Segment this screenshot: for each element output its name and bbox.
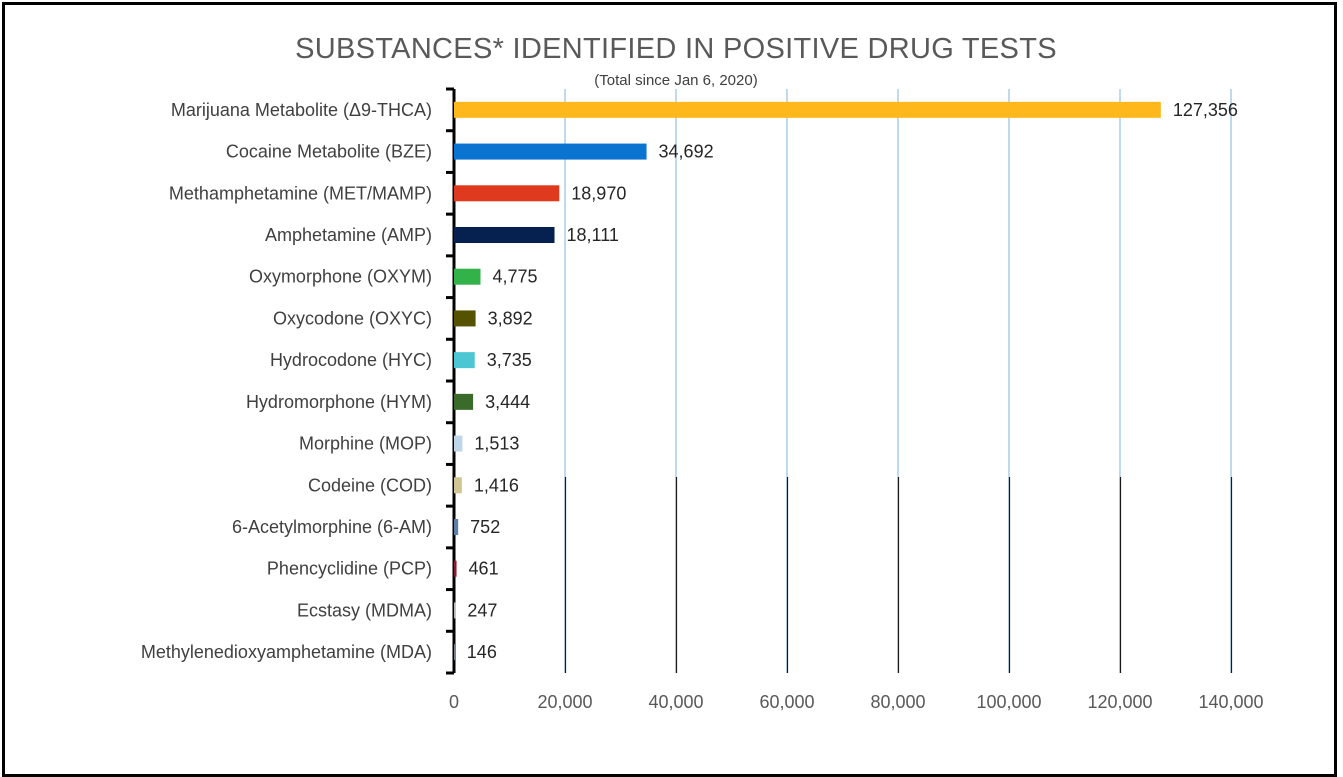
- category-label: Marijuana Metabolite (Δ9-THCA): [171, 100, 432, 120]
- category-label: 6-Acetylmorphine (6-AM): [232, 517, 432, 537]
- x-tick-label: 0: [449, 692, 459, 712]
- category-label: Methamphetamine (MET/MAMP): [169, 183, 432, 203]
- category-label: Hydromorphone (HYM): [246, 392, 432, 412]
- category-label: Cocaine Metabolite (BZE): [226, 142, 432, 162]
- data-label: 1,513: [474, 434, 519, 454]
- x-tick-label: 80,000: [870, 692, 925, 712]
- bar: [454, 143, 647, 160]
- bar: [454, 519, 459, 535]
- data-label: 247: [467, 600, 497, 620]
- x-axis-ticks: 0 20,000 40,000 60,000 80,000 100,000 120,000 1…: [449, 692, 1264, 712]
- bar: [454, 101, 1161, 118]
- category-label: Codeine (COD): [308, 475, 432, 495]
- bar: [454, 227, 555, 243]
- bar: [454, 352, 475, 369]
- bar: [454, 393, 474, 410]
- x-tick-label: 40,000: [648, 692, 703, 712]
- chart-title: SUBSTANCES* IDENTIFIED IN POSITIVE DRUG …: [295, 33, 1057, 65]
- data-label: 752: [470, 517, 500, 537]
- bar: [454, 644, 455, 661]
- category-label: Amphetamine (AMP): [265, 225, 432, 245]
- category-label: Morphine (MOP): [299, 434, 432, 454]
- data-label: 3,444: [485, 392, 530, 412]
- category-axis: [446, 87, 456, 675]
- bar: [454, 310, 476, 327]
- bar: [454, 602, 456, 619]
- category-labels: Marijuana Metabolite (Δ9-THCA) Cocaine Me…: [141, 100, 432, 662]
- bar: [454, 477, 462, 494]
- data-label: 34,692: [659, 142, 714, 162]
- data-label: 461: [469, 559, 499, 579]
- gridlines: [564, 89, 1233, 673]
- x-tick-label: 100,000: [976, 692, 1041, 712]
- data-labels: 127,356 34,692 18,970 18,111 4,775 3,892 3,735…: [467, 100, 1238, 662]
- category-label: Hydrocodone (HYC): [270, 350, 432, 370]
- data-label: 18,970: [571, 183, 626, 203]
- bars: [454, 101, 1161, 661]
- category-label: Oxymorphone (OXYM): [249, 267, 432, 287]
- bar: [454, 268, 481, 285]
- chart-subtitle: (Total since Jan 6, 2020): [594, 72, 757, 89]
- data-label: 146: [467, 642, 497, 662]
- category-label: Oxycodone (OXYC): [273, 308, 432, 328]
- category-label: Methylenedioxyamphetamine (MDA): [141, 642, 432, 662]
- category-label: Ecstasy (MDMA): [297, 600, 432, 620]
- data-label: 127,356: [1173, 100, 1238, 120]
- data-label: 1,416: [474, 475, 519, 495]
- x-tick-label: 140,000: [1198, 692, 1263, 712]
- category-label: Phencyclidine (PCP): [267, 559, 432, 579]
- data-label: 4,775: [493, 267, 538, 287]
- x-tick-label: 120,000: [1087, 692, 1152, 712]
- bar: [454, 185, 560, 202]
- bar: [454, 560, 457, 577]
- data-label: 3,735: [487, 350, 532, 370]
- x-tick-label: 20,000: [537, 692, 592, 712]
- data-label: 18,111: [567, 225, 619, 245]
- data-label: 3,892: [488, 308, 533, 328]
- x-tick-label: 60,000: [759, 692, 814, 712]
- bar: [454, 435, 463, 452]
